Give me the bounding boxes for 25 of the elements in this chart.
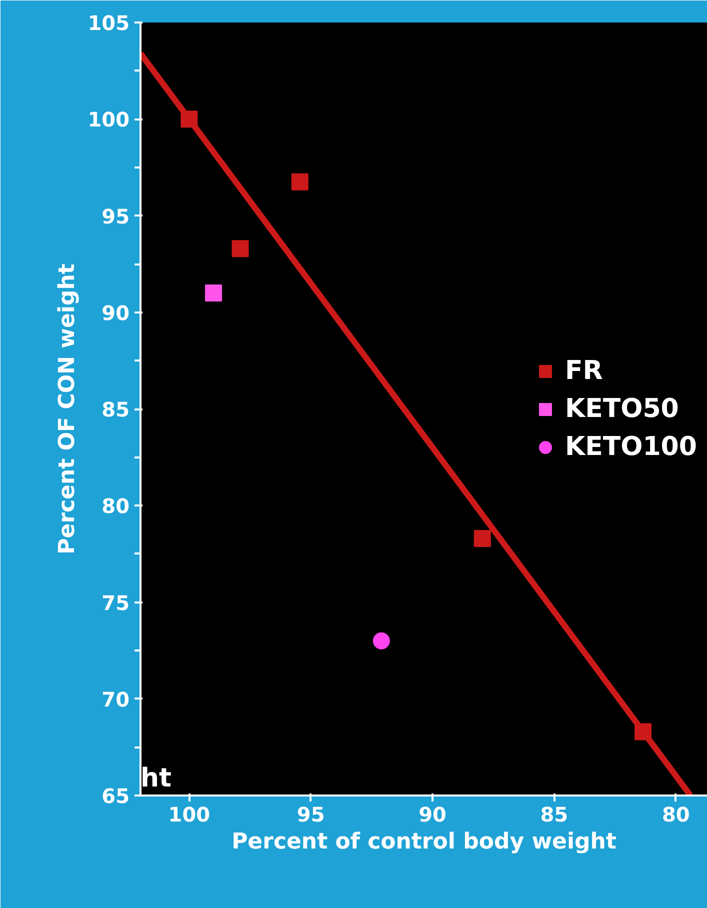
y-tick-label: 90 (102, 300, 130, 325)
annotation: ht (140, 764, 172, 794)
x-tick-label: 90 (418, 802, 446, 826)
point (474, 530, 491, 547)
y-tick-label: 105 (88, 11, 130, 35)
y-axis-title: Percent OF CON weight (54, 263, 80, 554)
y-tick-label: 85 (102, 398, 130, 422)
point (232, 240, 249, 258)
x-tick-label: 95 (296, 802, 325, 826)
point (372, 632, 390, 650)
point (205, 284, 222, 302)
y-tick-label: 95 (102, 204, 130, 228)
legend-label: FR (564, 356, 603, 386)
y-tick-label: 80 (102, 494, 130, 518)
y-tick-label: 75 (102, 590, 130, 615)
legend-label: KETO50 (564, 394, 679, 424)
point (291, 173, 308, 190)
y-tick-label: 65 (102, 784, 130, 808)
legend-label: KETO100 (564, 432, 697, 462)
x-tick-label: 85 (540, 802, 568, 826)
x-axis-title: Percent of control body weight (232, 830, 617, 854)
x-tick-label: 100 (168, 802, 210, 826)
y-tick-label: 100 (88, 108, 130, 132)
y-tick-label: 70 (102, 687, 130, 712)
x-tick-label: 80 (662, 802, 690, 826)
